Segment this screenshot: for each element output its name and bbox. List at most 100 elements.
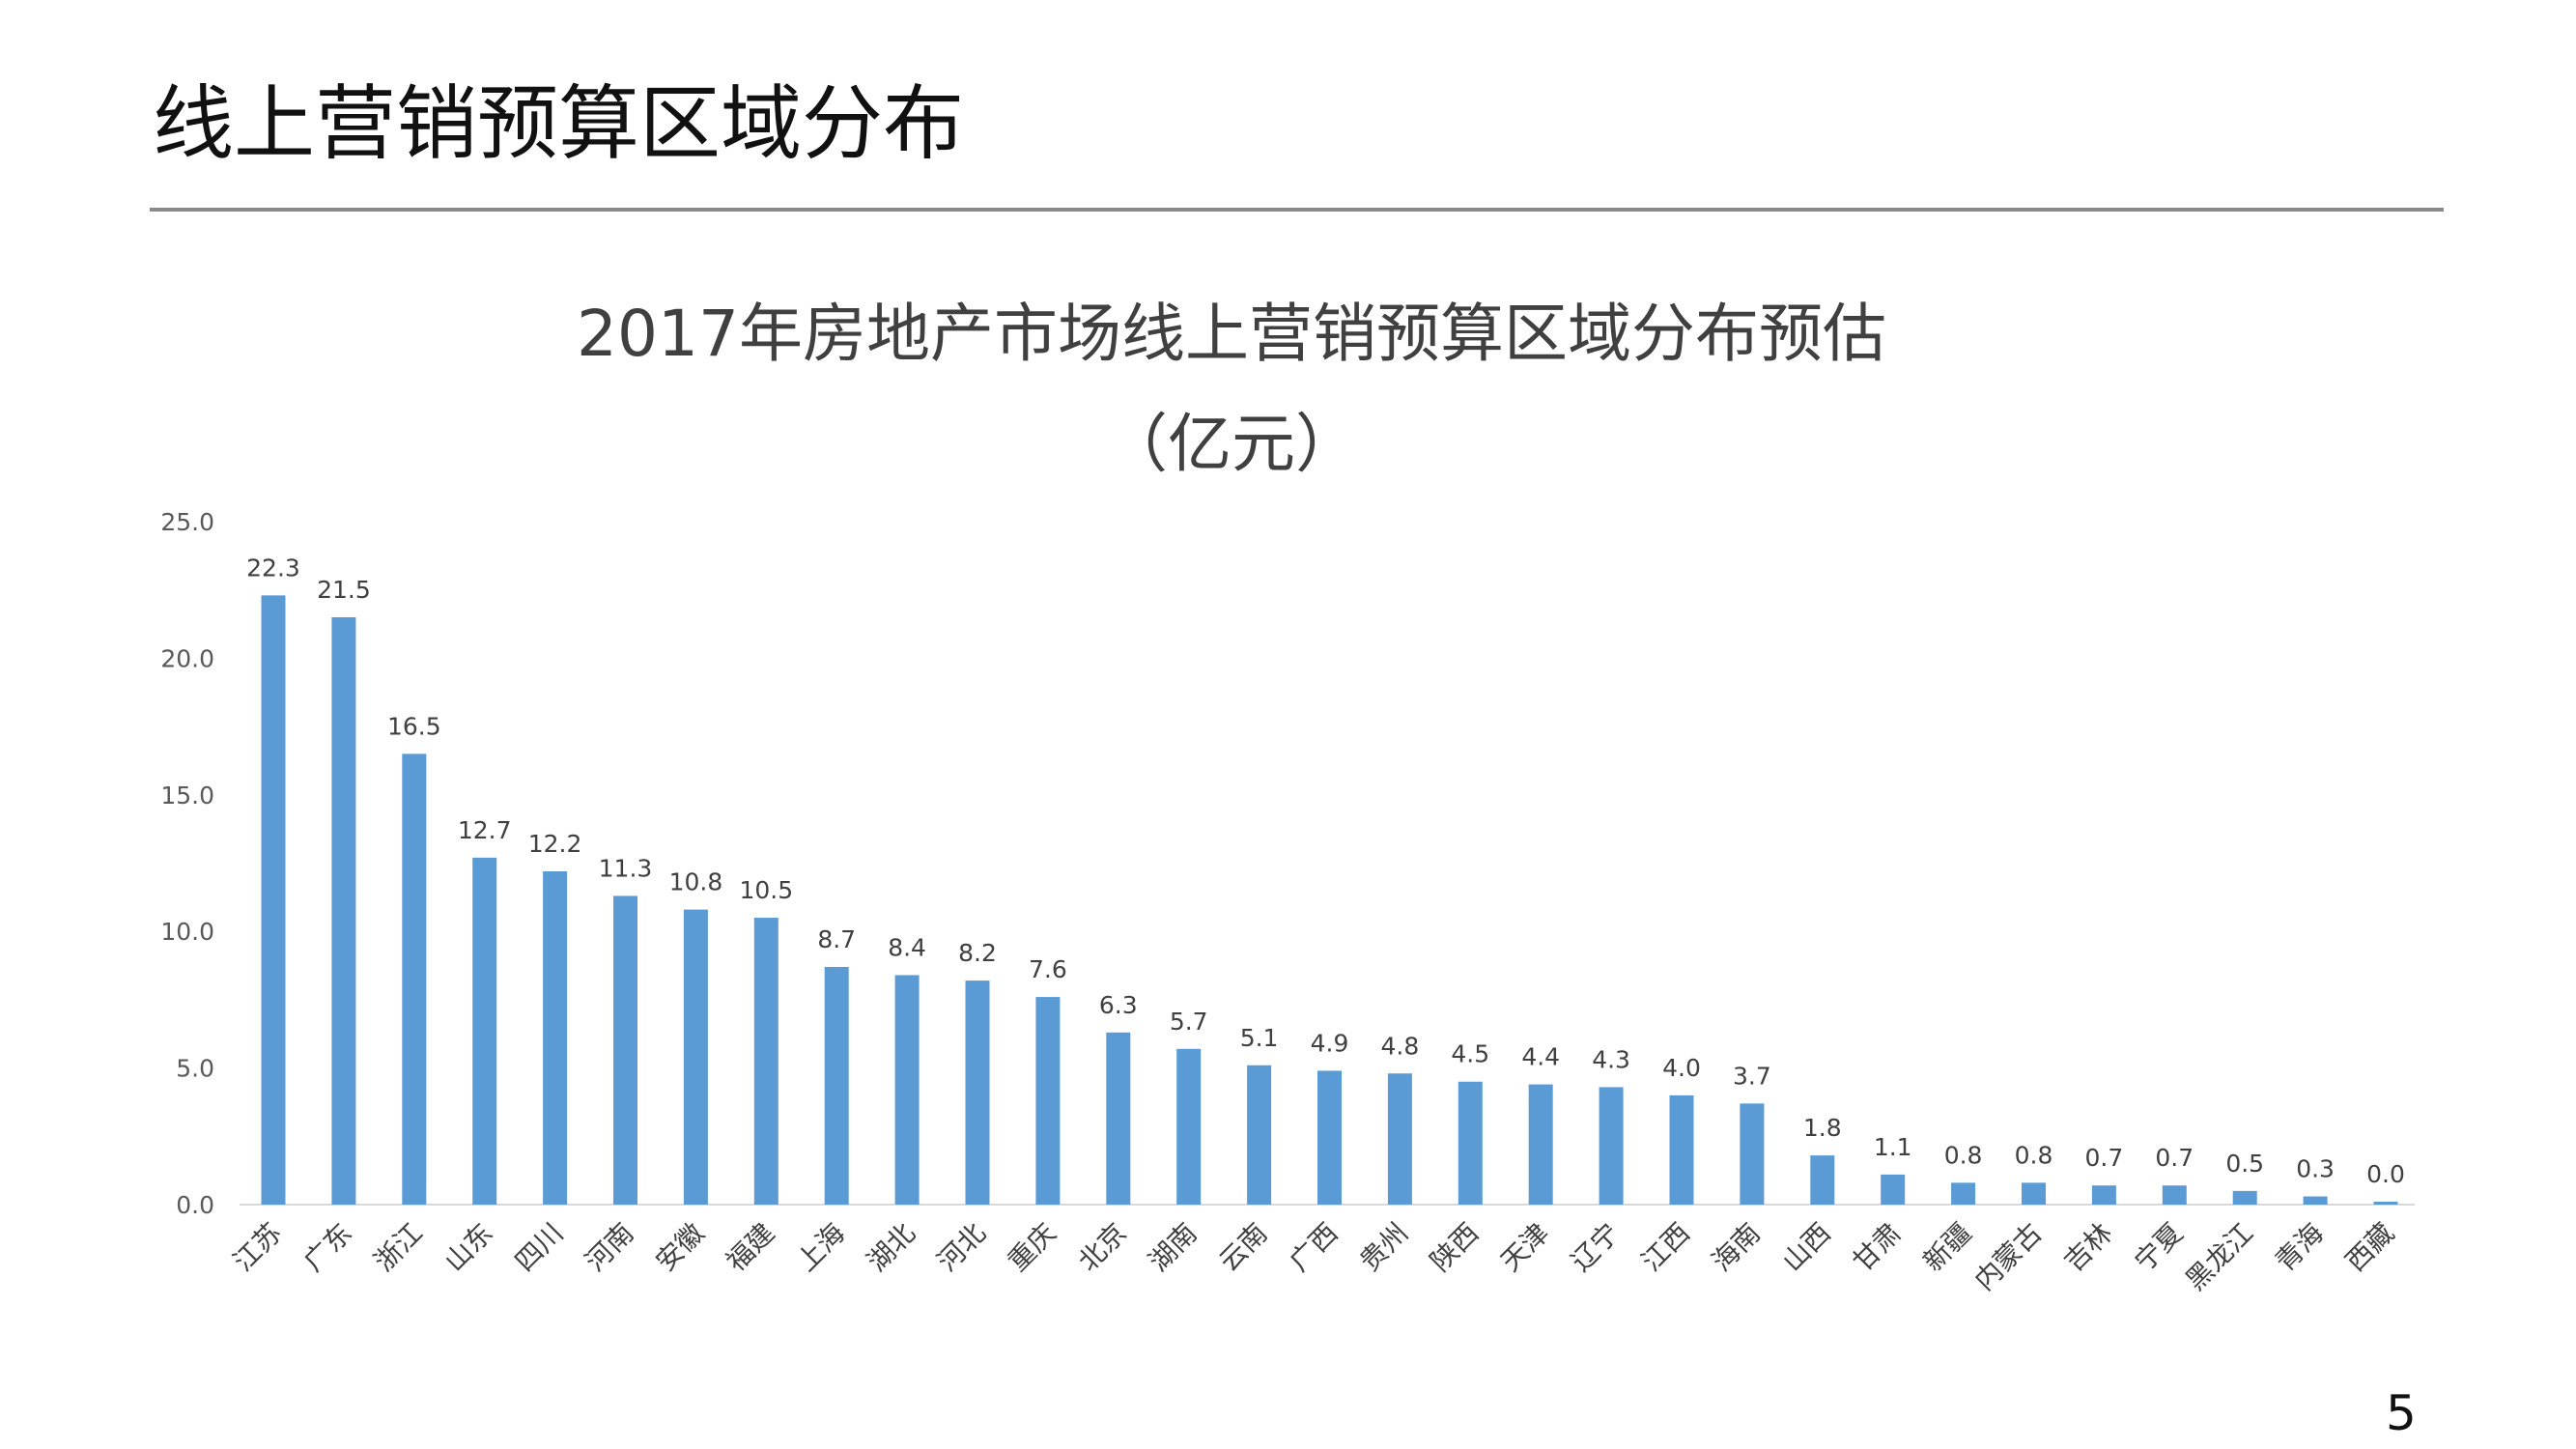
y-tick-label: 5.0 bbox=[176, 1055, 214, 1083]
bar-value-label: 4.4 bbox=[1521, 1043, 1560, 1071]
bar-15 bbox=[1247, 1065, 1272, 1205]
y-tick-label: 25.0 bbox=[160, 508, 214, 536]
y-tick-label: 15.0 bbox=[160, 781, 214, 810]
bar-13 bbox=[1106, 1032, 1131, 1205]
bar-28 bbox=[2162, 1185, 2187, 1205]
bar-value-label: 21.5 bbox=[317, 576, 371, 604]
bar-27 bbox=[2091, 1185, 2116, 1205]
bar-20 bbox=[1599, 1087, 1624, 1205]
bar-value-label: 7.6 bbox=[1029, 955, 1067, 983]
bar-2 bbox=[331, 616, 356, 1205]
page-number: 5 bbox=[2386, 1385, 2417, 1441]
x-category-label: 福建 bbox=[720, 1217, 780, 1278]
bar-22 bbox=[1740, 1103, 1765, 1205]
value-labels-group: 22.3 21.5 16.5 12.7 12.2 11.3 10.8 10.5 8.7 8.4 8.… bbox=[246, 554, 2405, 1188]
bar-value-label: 4.3 bbox=[1592, 1045, 1630, 1073]
bar-26 bbox=[2022, 1182, 2046, 1205]
bar-8 bbox=[753, 918, 778, 1205]
bar-24 bbox=[1881, 1174, 1906, 1205]
bars-group bbox=[261, 595, 2398, 1205]
bar-value-label: 0.8 bbox=[1944, 1141, 1983, 1169]
bar-14 bbox=[1176, 1048, 1202, 1205]
y-tick-label: 0.0 bbox=[176, 1191, 214, 1219]
bar-3 bbox=[402, 753, 427, 1205]
bar-value-label: 6.3 bbox=[1099, 991, 1138, 1019]
bar-18 bbox=[1458, 1081, 1483, 1205]
x-category-label: 北京 bbox=[1072, 1217, 1133, 1278]
bar-value-label: 16.5 bbox=[387, 712, 441, 740]
x-category-label: 广西 bbox=[1284, 1217, 1345, 1278]
bar-value-label: 0.3 bbox=[2296, 1155, 2335, 1183]
bar-value-label: 0.7 bbox=[2085, 1144, 2124, 1172]
x-category-label: 吉林 bbox=[2057, 1217, 2118, 1278]
bar-10 bbox=[894, 975, 920, 1205]
bar-value-label: 22.3 bbox=[246, 554, 300, 582]
x-category-label: 安徽 bbox=[649, 1217, 710, 1278]
x-category-label: 重庆 bbox=[1002, 1217, 1062, 1278]
title-divider bbox=[150, 208, 2444, 212]
x-category-label: 上海 bbox=[790, 1217, 851, 1278]
x-category-label: 海南 bbox=[1706, 1217, 1767, 1278]
bar-5 bbox=[543, 870, 568, 1205]
x-category-label: 江西 bbox=[1635, 1217, 1696, 1278]
x-category-label: 新疆 bbox=[1917, 1217, 1978, 1278]
x-category-label: 贵州 bbox=[1353, 1217, 1414, 1278]
bar-value-label: 1.8 bbox=[1803, 1114, 1842, 1142]
bar-value-label: 4.5 bbox=[1451, 1040, 1489, 1068]
bar-value-label: 0.5 bbox=[2225, 1150, 2264, 1178]
bar-7 bbox=[683, 909, 708, 1205]
bar-value-label: 12.2 bbox=[528, 830, 582, 858]
x-category-label: 黑龙江 bbox=[2179, 1217, 2259, 1297]
bar-value-label: 4.8 bbox=[1381, 1032, 1420, 1060]
bar-value-label: 0.7 bbox=[2155, 1144, 2194, 1172]
bar-value-label: 5.1 bbox=[1240, 1024, 1279, 1052]
x-category-label: 陕西 bbox=[1424, 1217, 1485, 1278]
x-category-label: 广东 bbox=[297, 1217, 358, 1278]
bar-value-label: 4.9 bbox=[1311, 1029, 1349, 1057]
bar-21 bbox=[1669, 1094, 1694, 1205]
x-category-label: 甘肃 bbox=[1847, 1217, 1908, 1278]
bar-value-label: 0.8 bbox=[2015, 1141, 2053, 1169]
x-category-label: 江苏 bbox=[227, 1217, 288, 1278]
bar-4 bbox=[472, 857, 497, 1205]
bar-value-label: 8.2 bbox=[958, 939, 997, 967]
bar-value-label: 0.0 bbox=[2366, 1160, 2405, 1188]
x-category-label: 湖北 bbox=[861, 1217, 921, 1278]
x-category-label: 山东 bbox=[439, 1217, 499, 1278]
x-category-label: 云南 bbox=[1213, 1217, 1274, 1278]
bar-12 bbox=[1035, 997, 1061, 1205]
y-axis: 0.0 5.0 10.0 15.0 20.0 25.0 bbox=[160, 508, 214, 1219]
bar-value-label: 5.7 bbox=[1170, 1008, 1208, 1036]
x-category-label: 天津 bbox=[1494, 1217, 1555, 1278]
x-category-label: 宁夏 bbox=[2128, 1217, 2189, 1278]
x-category-label: 四川 bbox=[509, 1217, 570, 1278]
bar-19 bbox=[1528, 1084, 1553, 1205]
x-category-label: 辽宁 bbox=[1565, 1217, 1626, 1278]
bar-25 bbox=[1951, 1182, 1976, 1205]
bar-1 bbox=[261, 595, 286, 1205]
chart-subtitle: （亿元） bbox=[1104, 407, 1359, 481]
bar-value-label: 11.3 bbox=[599, 854, 653, 882]
y-tick-label: 20.0 bbox=[160, 644, 214, 672]
bar-6 bbox=[613, 895, 637, 1205]
y-tick-label: 10.0 bbox=[160, 918, 214, 946]
bar-30 bbox=[2303, 1196, 2328, 1205]
x-category-label: 内蒙古 bbox=[1968, 1217, 2049, 1297]
x-category-label: 河北 bbox=[931, 1217, 992, 1278]
x-axis-labels: 江苏 广东 浙江 山东 四川 河南 安徽 福建 上海 湖北 河北 重庆 北京 湖南 云南 广西 贵州 陕西 天津 辽宁… bbox=[227, 1217, 2400, 1297]
bar-value-label: 10.8 bbox=[669, 868, 723, 896]
bar-value-label: 10.5 bbox=[739, 876, 793, 904]
bar-16 bbox=[1317, 1070, 1342, 1205]
bar-17 bbox=[1387, 1073, 1412, 1205]
x-category-label: 湖南 bbox=[1143, 1217, 1203, 1278]
bar-9 bbox=[824, 966, 849, 1205]
x-category-label: 西藏 bbox=[2339, 1217, 2400, 1278]
bar-value-label: 8.4 bbox=[888, 933, 926, 961]
bar-11 bbox=[965, 980, 990, 1205]
bar-value-label: 4.0 bbox=[1662, 1054, 1701, 1082]
bar-value-label: 3.7 bbox=[1733, 1062, 1771, 1090]
bar-23 bbox=[1810, 1155, 1835, 1205]
page-title: 线上营销预算区域分布 bbox=[153, 76, 965, 171]
bar-value-label: 12.7 bbox=[458, 816, 512, 844]
